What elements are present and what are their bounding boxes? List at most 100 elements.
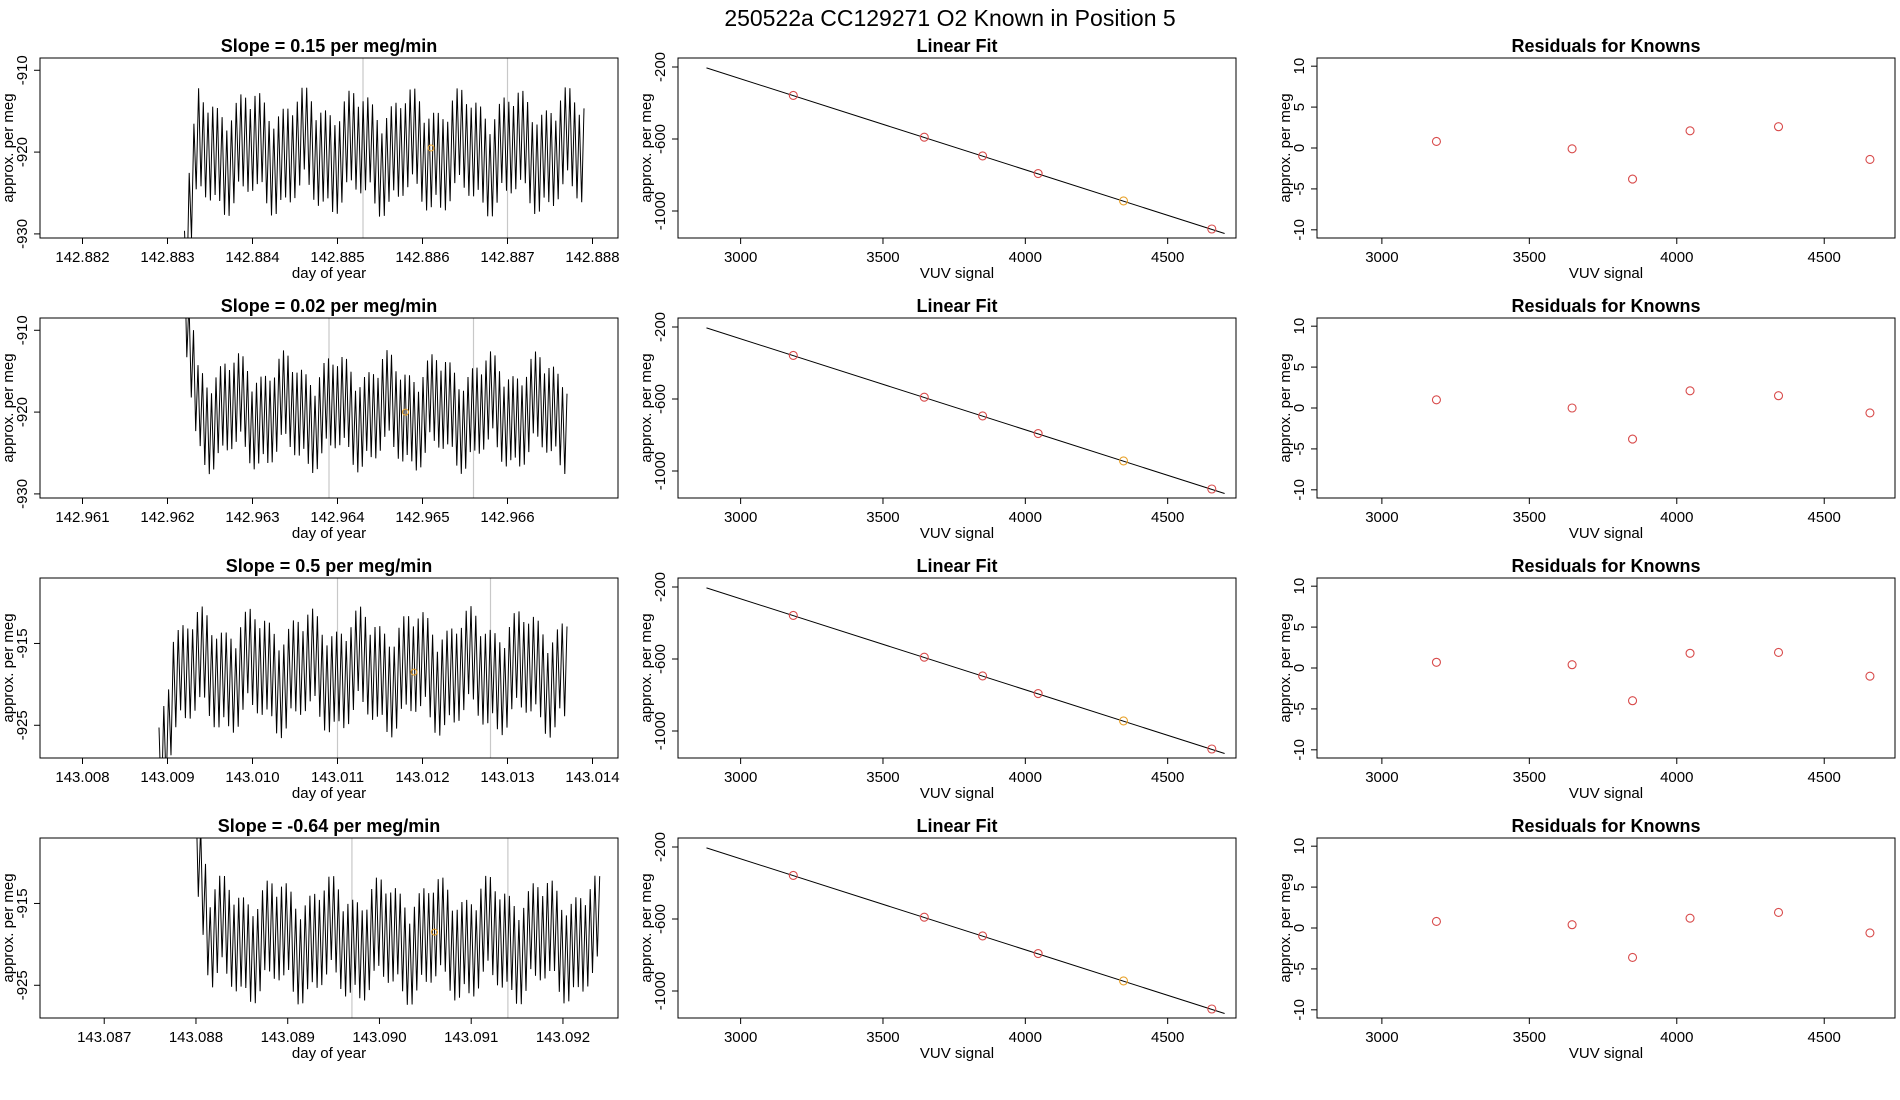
y-tick-label: 5 bbox=[1291, 103, 1308, 111]
data-point bbox=[1207, 484, 1217, 494]
series-line bbox=[185, 318, 568, 475]
x-tick-label: 3500 bbox=[866, 769, 899, 786]
data-point bbox=[919, 652, 929, 662]
y-tick-label: -200 bbox=[652, 52, 669, 82]
y-tick-label: 0 bbox=[1291, 924, 1308, 932]
chart-panel: Slope = 0.5 per meg/min 143.008 143.009 143… bbox=[0, 556, 620, 802]
x-tick-label: 3500 bbox=[1513, 1029, 1546, 1046]
chart-panel: Residuals for Knowns 3000 3500 4000 4500 10 5 0… bbox=[1277, 36, 1896, 282]
y-tick-label: -200 bbox=[652, 312, 669, 342]
data-point bbox=[1685, 648, 1695, 658]
y-tick-label: -10 bbox=[1291, 219, 1308, 241]
chart-title: Slope = 0.15 per meg/min bbox=[221, 36, 438, 56]
x-tick-label: 3500 bbox=[866, 1029, 899, 1046]
y-tick-label: -925 bbox=[14, 970, 31, 1000]
data-point bbox=[1627, 434, 1638, 444]
x-axis-label: VUV signal bbox=[920, 1045, 994, 1062]
y-tick-label: -5 bbox=[1291, 442, 1308, 455]
x-tick-label: 142.965 bbox=[395, 509, 449, 526]
x-tick-label: 3000 bbox=[724, 249, 757, 266]
y-tick-label: -10 bbox=[1291, 999, 1308, 1021]
chart-panel: Slope = 0.15 per meg/min 142.882 142.883 14… bbox=[0, 36, 620, 282]
data-point bbox=[1567, 403, 1577, 413]
y-tick-label: -10 bbox=[1291, 739, 1308, 761]
x-tick-label: 143.090 bbox=[352, 1029, 406, 1046]
data-point bbox=[1118, 456, 1129, 466]
chart-panel: Slope = 0.02 per meg/min 142.961 142.962 14… bbox=[0, 296, 619, 542]
x-tick-label: 3500 bbox=[866, 249, 899, 266]
x-axis-label: day of year bbox=[292, 525, 366, 542]
series-line bbox=[158, 606, 568, 758]
y-axis-label: approx. per meg bbox=[0, 93, 17, 202]
x-tick-label: 4000 bbox=[1660, 769, 1693, 786]
x-tick-label: 3000 bbox=[1365, 769, 1398, 786]
x-axis-label: day of year bbox=[292, 265, 366, 282]
fit-line bbox=[706, 587, 1225, 754]
data-point bbox=[919, 392, 929, 402]
x-tick-label: 142.883 bbox=[140, 249, 194, 266]
data-point bbox=[1033, 689, 1043, 699]
data-point bbox=[919, 132, 929, 142]
y-tick-label: -930 bbox=[14, 219, 31, 249]
y-tick-label: 10 bbox=[1291, 838, 1308, 855]
chart-title: Residuals for Knowns bbox=[1511, 36, 1700, 56]
data-point bbox=[1431, 136, 1441, 147]
x-axis-label: VUV signal bbox=[1569, 265, 1643, 282]
data-point bbox=[1567, 920, 1577, 930]
chart-title: Linear Fit bbox=[916, 816, 997, 836]
data-point bbox=[1567, 660, 1577, 670]
y-tick-label: -915 bbox=[14, 628, 31, 658]
y-axis-label: approx. per meg bbox=[638, 353, 655, 462]
data-point bbox=[1431, 916, 1441, 927]
x-tick-label: 3000 bbox=[1365, 1029, 1398, 1046]
chart-title: Residuals for Knowns bbox=[1511, 556, 1700, 576]
chart-title: Slope = 0.5 per meg/min bbox=[226, 556, 433, 576]
x-axis-label: day of year bbox=[292, 785, 366, 802]
chart-title: Linear Fit bbox=[916, 36, 997, 56]
y-tick-label: 0 bbox=[1291, 404, 1308, 412]
fit-line bbox=[706, 67, 1225, 234]
y-tick-label: 10 bbox=[1291, 58, 1308, 75]
x-tick-label: 143.013 bbox=[480, 769, 534, 786]
y-tick-label: -600 bbox=[652, 904, 669, 934]
highlight-point bbox=[431, 928, 439, 936]
data-point bbox=[1773, 122, 1784, 132]
highlight-point bbox=[427, 144, 435, 152]
x-axis-label: VUV signal bbox=[920, 525, 994, 542]
y-axis-label: approx. per meg bbox=[1277, 873, 1294, 982]
y-tick-label: -915 bbox=[14, 888, 31, 918]
x-tick-label: 143.009 bbox=[140, 769, 194, 786]
data-point bbox=[1207, 744, 1217, 754]
x-tick-label: 143.092 bbox=[536, 1029, 590, 1046]
y-tick-label: -920 bbox=[14, 397, 31, 427]
y-tick-label: -910 bbox=[14, 55, 31, 85]
y-tick-label: -600 bbox=[652, 644, 669, 674]
data-point bbox=[1033, 169, 1043, 179]
x-tick-label: 3500 bbox=[1513, 249, 1546, 266]
data-point bbox=[1207, 224, 1217, 234]
y-tick-label: -1000 bbox=[652, 972, 669, 1010]
data-point bbox=[1118, 716, 1129, 726]
y-tick-label: 10 bbox=[1291, 318, 1308, 335]
x-tick-label: 3500 bbox=[1513, 769, 1546, 786]
y-axis-label: approx. per meg bbox=[0, 353, 17, 462]
y-tick-label: 5 bbox=[1291, 623, 1308, 631]
data-point bbox=[978, 931, 988, 941]
y-tick-label: -910 bbox=[14, 315, 31, 345]
y-axis-label: approx. per meg bbox=[638, 613, 655, 722]
fit-line bbox=[706, 327, 1225, 494]
y-tick-label: 0 bbox=[1291, 664, 1308, 672]
y-axis-label: approx. per meg bbox=[638, 873, 655, 982]
data-point bbox=[1567, 144, 1577, 154]
plot-frame bbox=[39, 577, 619, 759]
x-tick-label: 143.087 bbox=[77, 1029, 131, 1046]
x-tick-label: 4000 bbox=[1009, 509, 1042, 526]
y-tick-label: -930 bbox=[14, 479, 31, 509]
x-tick-label: 142.882 bbox=[55, 249, 109, 266]
series-line bbox=[196, 838, 601, 1005]
x-axis-label: VUV signal bbox=[1569, 1045, 1643, 1062]
data-point bbox=[919, 912, 929, 922]
x-tick-label: 142.961 bbox=[55, 509, 109, 526]
x-tick-label: 142.962 bbox=[140, 509, 194, 526]
